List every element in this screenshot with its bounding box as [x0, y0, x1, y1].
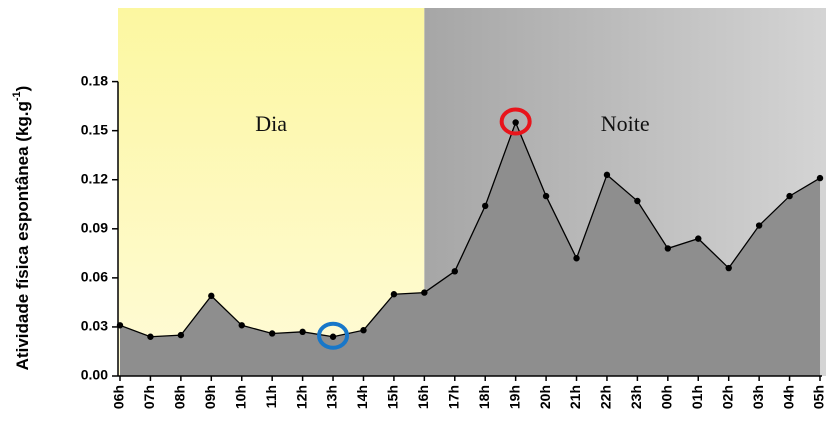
marker: [786, 192, 793, 200]
highlight-circle: [499, 107, 532, 136]
region-label: Dia: [255, 111, 287, 136]
marker: [208, 292, 215, 300]
x-tick-label: 03h: [750, 385, 766, 409]
x-tick-label: 07h: [141, 385, 157, 409]
x-tick-label: 14h: [354, 385, 370, 409]
y-tick-label: 0.15: [81, 121, 108, 137]
x-tick-label: 23h: [628, 385, 644, 409]
marker: [360, 327, 367, 334]
line: [119, 120, 821, 338]
marker: [421, 289, 428, 296]
marker: [816, 174, 824, 182]
region: [118, 8, 425, 376]
region-label: Noite: [601, 111, 650, 136]
marker: [329, 333, 337, 340]
x-tick-label: 13h: [324, 385, 340, 409]
x-tick-label: 20h: [537, 385, 553, 409]
y-label-end: ): [13, 86, 32, 92]
marker: [573, 255, 580, 262]
y-tick-label: 0.00: [81, 367, 108, 383]
x-tick-label: 16h: [415, 385, 431, 409]
marker: [177, 331, 185, 339]
marker: [634, 197, 641, 205]
marker: [695, 235, 702, 242]
y-tick-label: 0.18: [81, 72, 108, 88]
area: [120, 122, 820, 376]
y-label-text: Atividade física espontânea (kg.g: [13, 101, 32, 370]
x-tick-label: 08h: [172, 385, 188, 409]
y-axis-label: Atividade física espontânea (kg.g-1): [11, 86, 33, 371]
y-tick-label: 0.03: [81, 318, 108, 334]
x-tick-label: 22h: [598, 385, 614, 409]
y-tick-label: 0.06: [81, 269, 108, 285]
marker: [755, 222, 763, 229]
x-tick-label: 19h: [506, 385, 522, 409]
x-tick-label: 17h: [445, 385, 461, 409]
marker: [238, 322, 245, 329]
y-tick-label: 0.12: [81, 170, 108, 186]
x-tick-label: 10h: [232, 385, 248, 409]
x-tick-label: 09h: [202, 385, 218, 409]
y-tick-label: 0.09: [81, 220, 108, 236]
x-tick-label: 04h: [780, 385, 796, 409]
x-tick-label: 00h: [659, 385, 675, 409]
marker: [664, 245, 672, 252]
marker: [147, 333, 154, 340]
x-tick-label: 12h: [293, 385, 309, 409]
x-tick-label: 01h: [689, 385, 705, 409]
marker: [542, 192, 550, 200]
marker: [482, 202, 489, 210]
y-label-sup: -1: [11, 91, 23, 101]
marker: [268, 330, 276, 337]
marker: [451, 268, 458, 275]
marker: [299, 328, 306, 336]
x-tick-label: 15h: [385, 385, 401, 409]
marker: [512, 119, 519, 126]
x-tick-label: 02h: [719, 385, 735, 409]
marker: [725, 264, 732, 272]
x-tick-label: 11h: [263, 385, 279, 408]
x-tick-label: 05h: [811, 385, 827, 409]
highlight-circle: [317, 321, 350, 350]
x-tick-label: 18h: [476, 385, 492, 409]
marker: [390, 291, 398, 298]
x-tick-label: 06h: [111, 385, 127, 409]
x-tick-label: 21h: [567, 385, 583, 409]
marker: [603, 171, 611, 179]
